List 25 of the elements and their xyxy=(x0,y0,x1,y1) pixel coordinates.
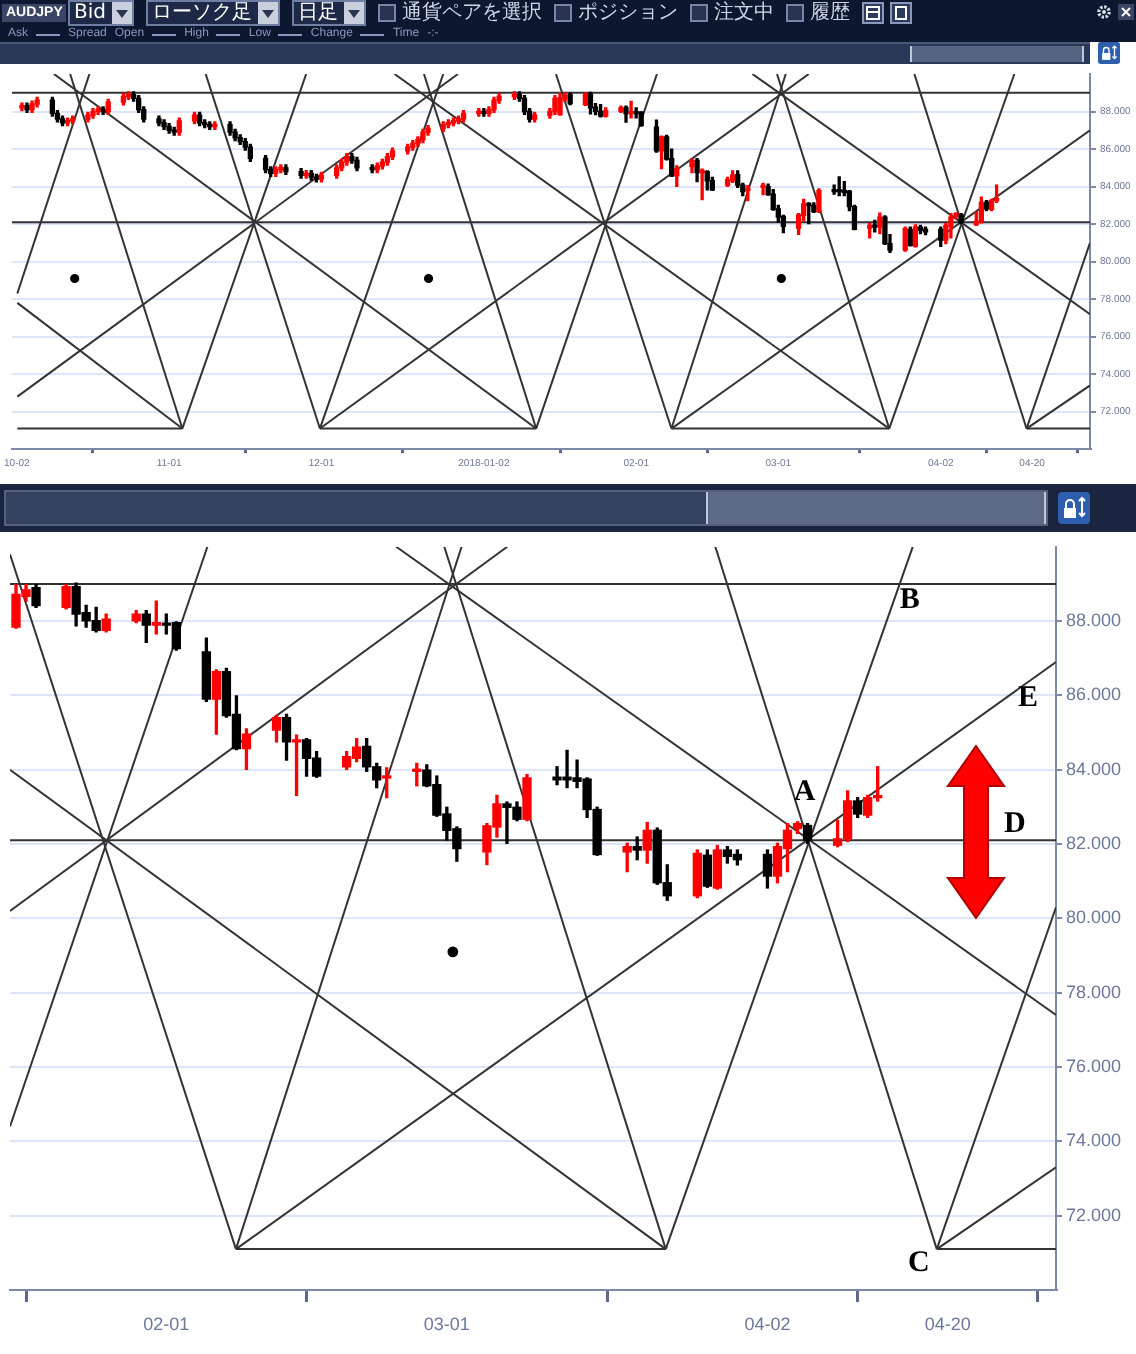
y-tick-label: 76.000 xyxy=(1066,1056,1122,1077)
text: 日足 xyxy=(298,2,338,24)
text: 注文中 xyxy=(714,2,774,24)
annotation: B xyxy=(899,583,920,616)
x-tick-label: 04-20 xyxy=(924,1313,971,1334)
text: ポジション xyxy=(578,2,678,24)
y-tick-label: 78.000 xyxy=(1066,981,1122,1002)
annotation: C xyxy=(907,1246,930,1279)
text: ローソク足 xyxy=(152,2,252,24)
annotation: A xyxy=(793,776,816,809)
annotation: E xyxy=(1017,681,1039,714)
y-tick-label: 86.000 xyxy=(1066,684,1122,705)
x-tick-label: 03-01 xyxy=(423,1313,470,1334)
x-tick-label: 04-02 xyxy=(744,1313,791,1334)
y-tick-label: 88.000 xyxy=(1066,610,1122,631)
y-tick-label: 82.000 xyxy=(1066,833,1122,854)
text: Bid xyxy=(74,2,106,24)
text: 履歴 xyxy=(810,2,850,24)
x-tick-label: 02-01 xyxy=(143,1313,190,1334)
y-tick-label: 74.000 xyxy=(1066,1130,1122,1151)
text: 通貨ペアを選択 xyxy=(402,2,542,24)
y-tick-label: 84.000 xyxy=(1066,758,1122,779)
y-tick-label: 72.000 xyxy=(1066,1204,1122,1225)
y-tick-label: 80.000 xyxy=(1066,907,1122,928)
annotation: D xyxy=(1004,808,1027,841)
